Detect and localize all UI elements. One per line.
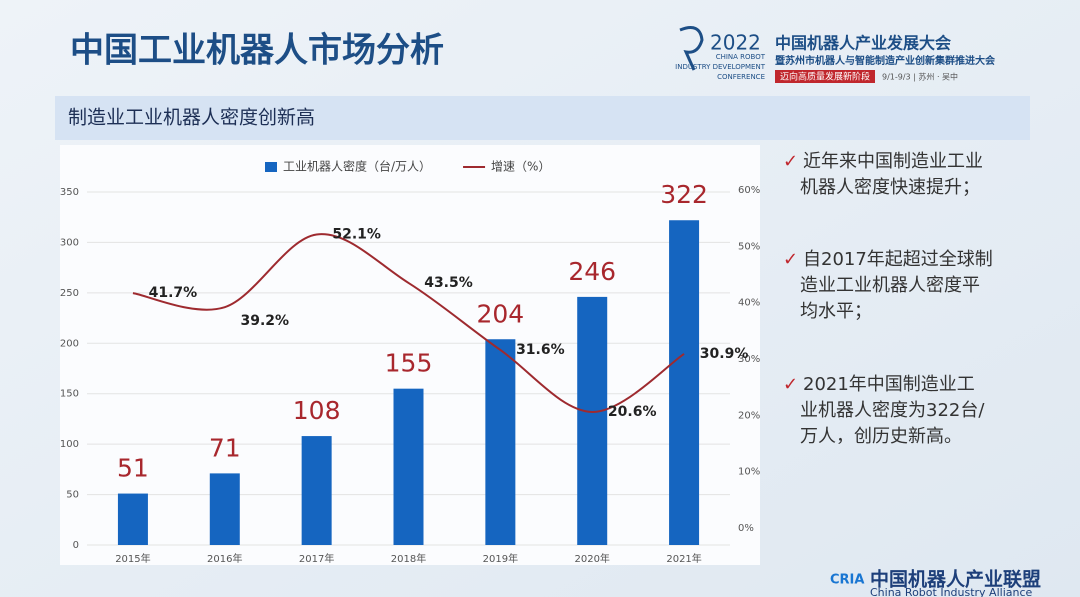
bullet-line: 造业工业机器人密度平 bbox=[800, 275, 980, 296]
y-tick-label: 300 bbox=[60, 237, 79, 248]
bullet-line: 自2017年起超过全球制 bbox=[803, 249, 993, 270]
line-value-label: 41.7% bbox=[149, 285, 198, 301]
growth-line bbox=[132, 233, 685, 413]
y-tick-label: 250 bbox=[60, 288, 79, 299]
y2-tick-label: 10% bbox=[738, 467, 760, 478]
bar bbox=[209, 473, 240, 545]
svg-text:✓: ✓ bbox=[783, 249, 798, 270]
y2-tick-label: 50% bbox=[738, 241, 760, 252]
y-tick-label: 50 bbox=[66, 490, 79, 501]
x-tick-label: 2019年 bbox=[483, 552, 518, 565]
y2-tick-label: 20% bbox=[738, 410, 760, 421]
x-tick-label: 2018年 bbox=[391, 552, 426, 565]
event-subname: 暨苏州市机器人与智能制造产业创新集群推进大会 bbox=[775, 54, 995, 67]
bar-value-label: 108 bbox=[293, 396, 341, 425]
line-value-label: 52.1% bbox=[332, 227, 381, 243]
bar-value-label: 155 bbox=[385, 349, 433, 378]
y2-tick-label: 0% bbox=[738, 523, 754, 534]
event-date: 9/1-9/3 | 苏州 · 吴中 bbox=[882, 72, 958, 82]
chart: 0 50 100 150 200 250 300 350 0% 10% 20% 30% 40% 50% 60… bbox=[60, 159, 760, 566]
y-tick-label: 200 bbox=[60, 338, 79, 349]
bullet-line: 近年来中国制造业工业 bbox=[803, 151, 983, 172]
bar bbox=[669, 220, 700, 546]
bullet-line: 机器人密度快速提升； bbox=[800, 177, 980, 198]
line-value-label: 39.2% bbox=[240, 313, 289, 329]
svg-text:✓: ✓ bbox=[783, 374, 798, 395]
y-tick-label: 0 bbox=[73, 540, 79, 551]
svg-text:✓: ✓ bbox=[783, 151, 798, 172]
y-tick-label: 350 bbox=[60, 187, 79, 198]
y2-tick-label: 60% bbox=[738, 185, 760, 196]
slide-title: 中国工业机器人市场分析 bbox=[70, 31, 444, 71]
footer-abbr: CRIA bbox=[830, 573, 864, 588]
bullet-line: 业机器人密度为322台/ bbox=[800, 400, 985, 421]
y-tick-label: 150 bbox=[60, 389, 79, 400]
y-tick-label: 100 bbox=[60, 439, 79, 450]
bar-value-label: 322 bbox=[660, 180, 708, 209]
line-value-label: 31.6% bbox=[516, 342, 565, 358]
y2-tick-label: 30% bbox=[738, 354, 760, 365]
footer-en: China Robot Industry Alliance bbox=[870, 586, 1033, 597]
x-tick-label: 2020年 bbox=[574, 552, 609, 565]
line-value-label: 20.6% bbox=[608, 404, 657, 420]
x-tick-label: 2021年 bbox=[666, 552, 701, 565]
y2-tick-label: 40% bbox=[738, 298, 760, 309]
legend-label: 增速（%） bbox=[491, 160, 550, 174]
section-title: 制造业工业机器人密度创新高 bbox=[68, 107, 315, 129]
legend-swatch bbox=[265, 162, 277, 172]
event-name: 中国机器人产业发展大会 bbox=[775, 34, 951, 53]
bar bbox=[117, 493, 148, 545]
bar-value-label: 71 bbox=[209, 433, 241, 462]
bar-value-label: 246 bbox=[568, 257, 616, 286]
bar-value-label: 51 bbox=[117, 454, 149, 483]
event-en: CHINA ROBOT bbox=[716, 53, 766, 61]
slogan-box bbox=[775, 70, 875, 83]
x-tick-label: 2015年 bbox=[115, 552, 150, 565]
footer-name: 中国机器人产业联盟 bbox=[870, 568, 1041, 591]
event-year: 2022 bbox=[710, 31, 761, 55]
event-logo bbox=[679, 26, 704, 71]
event-slogan: 迈向高质量发展新阶段 bbox=[780, 71, 870, 83]
bar bbox=[301, 436, 332, 545]
event-en: CONFERENCE bbox=[717, 73, 765, 81]
event-en: INDUSTRY DEVELOPMENT bbox=[675, 63, 766, 71]
legend-label: 工业机器人密度（台/万人） bbox=[283, 159, 431, 174]
line-value-label: 30.9% bbox=[700, 346, 749, 362]
bar bbox=[577, 296, 608, 545]
bullet-marks: ✓ ✓ ✓ bbox=[783, 151, 798, 395]
bar bbox=[485, 339, 516, 545]
bar bbox=[393, 388, 424, 545]
line-value-label: 43.5% bbox=[424, 275, 473, 291]
x-tick-label: 2016年 bbox=[207, 552, 242, 565]
section-bar bbox=[55, 96, 1030, 140]
x-tick-label: 2017年 bbox=[299, 552, 334, 565]
bar-value-label: 204 bbox=[476, 299, 524, 328]
bullet-line: 万人，创历史新高。 bbox=[800, 426, 962, 447]
bullet-line: 2021年中国制造业工 bbox=[803, 374, 975, 395]
bullet-line: 均水平； bbox=[800, 301, 872, 322]
